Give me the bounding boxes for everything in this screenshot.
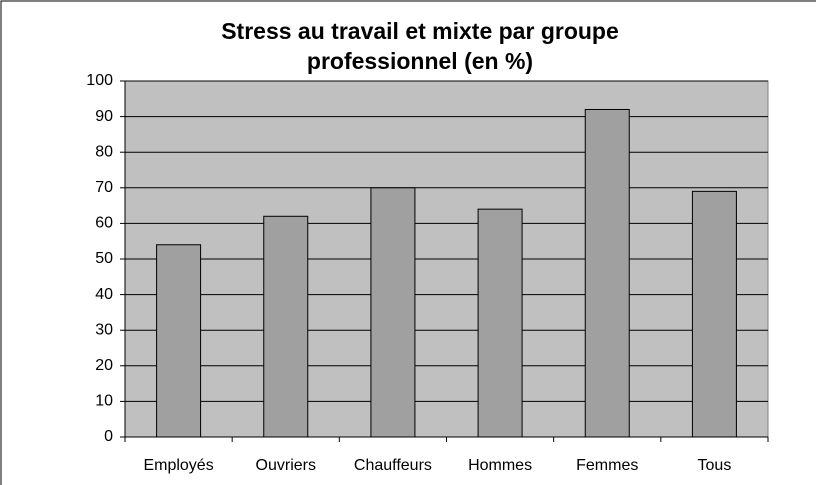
y-tick-label: 60 <box>95 215 113 232</box>
bar <box>477 208 523 438</box>
x-tick-label: Tous <box>698 457 732 474</box>
x-tick-label: Employés <box>143 457 213 474</box>
y-tick-label: 30 <box>95 321 113 338</box>
x-tick-label: Hommes <box>468 457 532 474</box>
y-tick-label: 10 <box>95 393 113 410</box>
y-tick-label: 50 <box>95 250 113 267</box>
y-tick-label: 70 <box>95 179 113 196</box>
x-tick-label: Ouvriers <box>256 457 316 474</box>
y-tick-label: 20 <box>95 357 113 374</box>
bar <box>263 215 309 438</box>
y-tick-label: 100 <box>86 72 113 89</box>
y-tick-label: 90 <box>95 108 113 125</box>
bar <box>370 187 416 438</box>
chart-title: Stress au travail et mixte par groupe pr… <box>221 18 619 74</box>
y-tick-label: 40 <box>95 286 113 303</box>
x-tick-label: Chauffeurs <box>354 457 432 474</box>
bar <box>156 244 202 438</box>
bar <box>691 190 737 438</box>
y-tick-label: 80 <box>95 143 113 160</box>
bar <box>584 108 630 438</box>
y-tick-label: 0 <box>104 428 113 445</box>
x-tick-label: Femmes <box>576 457 638 474</box>
